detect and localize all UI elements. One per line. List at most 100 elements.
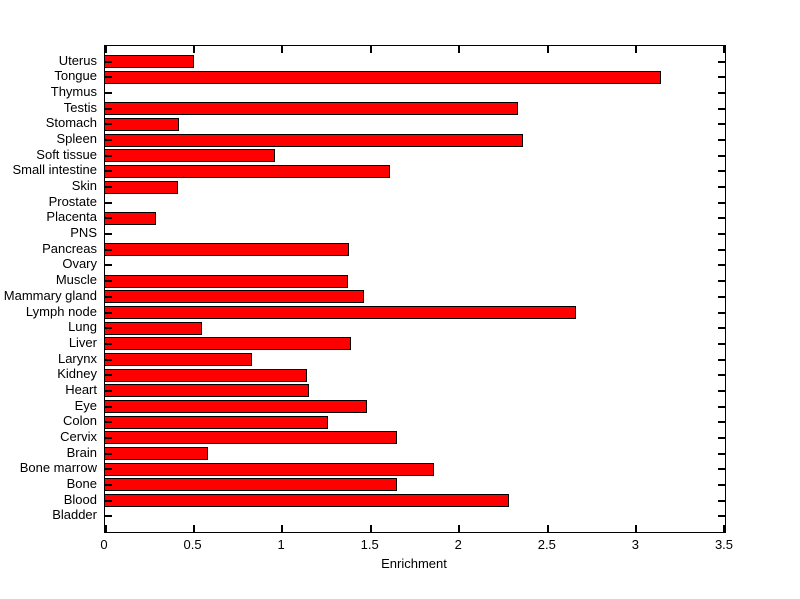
category-label: Skin <box>71 178 97 194</box>
category-label: Mammary gland <box>3 287 97 303</box>
x-axis-tick <box>723 46 725 53</box>
y-axis-tick <box>105 421 112 424</box>
y-axis-tick <box>105 280 112 283</box>
x-axis-tick <box>105 46 107 53</box>
x-tick-label: 3.5 <box>714 537 734 552</box>
right-axis-tick <box>718 421 725 424</box>
bar <box>105 415 328 429</box>
category-label: Soft tissue <box>36 146 97 162</box>
category-label: Liver <box>68 334 97 350</box>
bar <box>105 494 509 508</box>
category-label: Tongue <box>54 68 97 84</box>
y-axis-tick <box>105 201 112 204</box>
right-axis-tick <box>718 186 725 189</box>
x-axis-tick <box>635 525 638 532</box>
y-axis-tick <box>105 405 112 408</box>
category-label: Spleen <box>56 131 97 147</box>
y-axis-tick <box>105 452 112 455</box>
x-axis-tick <box>546 525 549 532</box>
y-axis-tick <box>105 248 112 251</box>
right-axis-tick <box>718 170 725 173</box>
right-axis-tick <box>718 264 725 267</box>
y-axis-tick <box>105 515 112 518</box>
y-axis-tick <box>105 295 112 298</box>
x-axis-tick <box>458 46 461 53</box>
right-axis-tick <box>718 233 725 236</box>
y-axis-tick <box>105 342 112 345</box>
right-axis-tick <box>718 452 725 455</box>
right-axis-tick <box>718 358 725 361</box>
y-axis-tick <box>105 311 112 314</box>
x-axis-tick <box>192 525 195 532</box>
right-axis-tick <box>718 327 725 330</box>
x-tick-label: 1.5 <box>360 537 379 552</box>
right-axis-tick <box>718 139 725 142</box>
category-label: Testis <box>63 99 97 115</box>
y-axis-tick <box>105 374 112 377</box>
bar <box>105 55 194 69</box>
y-axis-tick <box>105 436 112 439</box>
x-axis-tick <box>369 525 372 532</box>
category-label: Blood <box>63 491 97 507</box>
right-axis-tick <box>718 374 725 377</box>
y-axis-tick <box>105 483 112 486</box>
bar <box>105 447 208 461</box>
y-axis-tick <box>105 233 112 236</box>
bar <box>105 274 348 288</box>
bar <box>105 102 518 116</box>
x-axis-tick <box>369 46 372 53</box>
x-tick-label: 0.5 <box>183 537 202 552</box>
right-axis-tick <box>718 92 725 95</box>
x-axis-tick <box>723 525 725 532</box>
plot-area <box>104 45 726 533</box>
right-axis-tick <box>718 76 725 79</box>
bar <box>105 400 367 414</box>
x-axis-tick <box>281 525 284 532</box>
bar <box>105 306 576 320</box>
bar <box>105 164 390 178</box>
y-axis-tick <box>105 499 112 502</box>
bar <box>105 290 364 304</box>
category-label: Lung <box>68 319 97 335</box>
bar <box>105 353 252 367</box>
category-label: Stomach <box>45 115 97 131</box>
bar <box>105 431 397 445</box>
category-label: Colon <box>63 413 97 429</box>
category-label: Placenta <box>46 209 97 225</box>
category-label: PNS <box>70 225 97 241</box>
right-axis-tick <box>718 468 725 471</box>
bar <box>105 133 523 147</box>
x-axis-tick <box>192 46 195 53</box>
category-label: Muscle <box>55 272 97 288</box>
bar <box>105 462 434 476</box>
x-axis-tick <box>105 525 107 532</box>
right-axis-tick <box>718 311 725 314</box>
right-axis-tick <box>718 248 725 251</box>
category-label: Kidney <box>57 366 97 382</box>
bar <box>105 321 202 335</box>
y-axis-tick <box>105 264 112 267</box>
category-label: Larynx <box>57 350 97 366</box>
bar <box>105 211 156 225</box>
y-axis-tick <box>105 468 112 471</box>
category-label: Prostate <box>48 193 97 209</box>
y-axis-tick <box>105 60 112 63</box>
bar <box>105 337 351 351</box>
x-axis-tick <box>635 46 638 53</box>
y-axis-tick <box>105 327 112 330</box>
category-label: Bladder <box>52 507 97 523</box>
right-axis-tick <box>718 280 725 283</box>
right-axis-tick <box>718 405 725 408</box>
right-axis-tick <box>718 515 725 518</box>
category-label: Bone <box>66 475 97 491</box>
bar <box>105 478 397 492</box>
category-label: Ovary <box>62 256 97 272</box>
x-axis-tick <box>281 46 284 53</box>
y-axis-tick <box>105 389 112 392</box>
bar <box>105 243 349 257</box>
x-axis-tick <box>458 525 461 532</box>
category-label: Heart <box>65 381 97 397</box>
y-axis-tick <box>105 92 112 95</box>
x-tick-label: 2 <box>454 537 462 552</box>
x-tick-label: 3 <box>631 537 640 552</box>
